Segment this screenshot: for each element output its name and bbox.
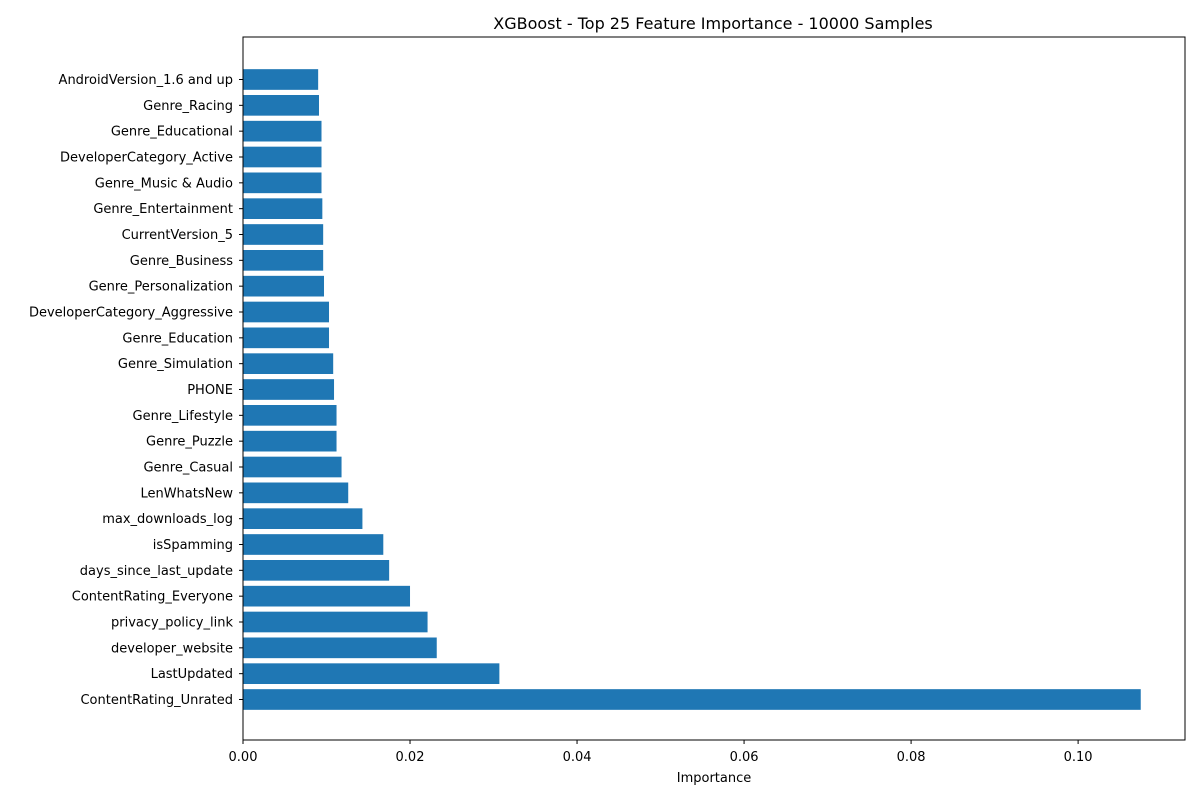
y-tick-label: privacy_policy_link — [111, 616, 233, 631]
bar — [243, 456, 342, 478]
bar — [243, 275, 325, 297]
y-tick-label: Genre_Business — [130, 254, 233, 269]
bar — [243, 250, 324, 271]
y-tick-label: Genre_Simulation — [118, 357, 233, 372]
x-axis: 0.00 0.02 0.04 0.06 0.08 0.10 — [229, 740, 1093, 765]
y-tick-label: isSpamming — [153, 538, 233, 553]
y-tick-label: Genre_Casual — [143, 461, 233, 476]
y-tick-label: Genre_Music & Audio — [95, 176, 233, 191]
y-tick-label: Genre_Education — [122, 331, 233, 346]
bar — [243, 585, 411, 607]
bar — [243, 637, 437, 659]
bars-group — [243, 69, 1141, 710]
x-tick-label: 0.02 — [396, 750, 425, 765]
y-tick-label: Genre_Lifestyle — [133, 409, 233, 424]
bar — [243, 120, 322, 142]
chart-title: XGBoost - Top 25 Feature Importance - 10… — [493, 14, 933, 33]
bar — [243, 69, 319, 90]
bar — [243, 172, 322, 194]
bar — [243, 146, 322, 168]
y-tick-label: LenWhatsNew — [140, 486, 233, 501]
y-tick-label: Genre_Entertainment — [93, 202, 233, 217]
bar — [243, 353, 334, 374]
y-tick-label: DeveloperCategory_Aggressive — [29, 306, 233, 321]
y-axis: ContentRating_Unrated LastUpdated develope… — [29, 73, 243, 708]
x-tick-label: 0.08 — [897, 750, 926, 765]
bar — [243, 405, 337, 426]
y-tick-label: CurrentVersion_5 — [122, 228, 233, 243]
y-tick-label: Genre_Personalization — [89, 280, 233, 295]
bar — [243, 198, 323, 219]
bar — [243, 327, 330, 349]
bar — [243, 301, 330, 323]
y-tick-label: days_since_last_update — [80, 564, 233, 579]
y-tick-label: Genre_Educational — [111, 125, 233, 140]
y-tick-label: DeveloperCategory_Active — [60, 151, 233, 166]
bar — [243, 560, 390, 581]
y-tick-label: AndroidVersion_1.6 and up — [59, 73, 233, 88]
y-tick-label: LastUpdated — [151, 667, 233, 682]
y-tick-label: Genre_Puzzle — [146, 435, 233, 450]
y-tick-label: Genre_Racing — [143, 99, 233, 114]
y-tick-label: developer_website — [111, 641, 233, 656]
x-tick-label: 0.06 — [730, 750, 759, 765]
y-tick-label: ContentRating_Unrated — [80, 693, 233, 708]
bar — [243, 379, 335, 400]
bar — [243, 611, 428, 633]
bar — [243, 482, 349, 504]
y-tick-label: ContentRating_Everyone — [72, 590, 233, 605]
bar — [243, 508, 363, 529]
bar — [243, 430, 337, 452]
bar — [243, 663, 500, 684]
x-tick-label: 0.00 — [229, 750, 258, 765]
bar — [243, 689, 1141, 710]
bar — [243, 224, 324, 245]
plot-frame — [242, 36, 1186, 741]
y-tick-label: PHONE — [187, 383, 233, 398]
x-tick-label: 0.04 — [563, 750, 592, 765]
bar — [243, 95, 319, 116]
x-tick-label: 0.10 — [1064, 750, 1093, 765]
x-axis-label: Importance — [677, 771, 752, 786]
bar — [243, 534, 384, 555]
y-tick-label: max_downloads_log — [102, 512, 233, 527]
